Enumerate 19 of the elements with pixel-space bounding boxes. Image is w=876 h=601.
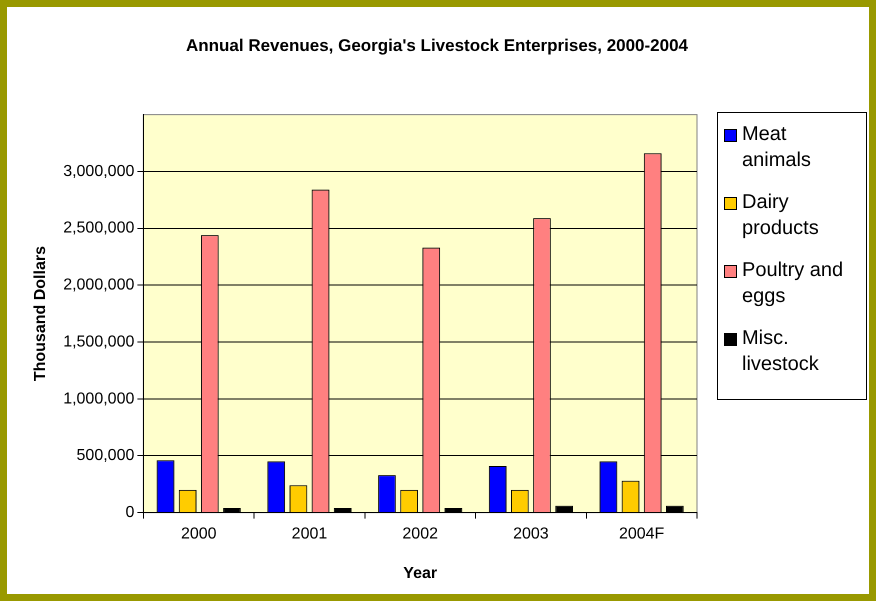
x-tick-label: 2000 <box>180 526 217 543</box>
legend-label: Poultry and eggs <box>742 258 844 309</box>
y-tick-label: 3,000,000 <box>63 162 134 180</box>
y-tick-label: 2,000,000 <box>63 276 134 294</box>
legend-label: Misc. livestock <box>742 326 820 377</box>
y-tick-label: 1,000,000 <box>63 390 134 408</box>
legend-label: Dairy products <box>742 190 820 241</box>
chart-title: Annual Revenues, Georgia's Livestock Enterprises, 2000-2004 <box>185 35 689 57</box>
y-tick-label: 0 <box>125 504 134 522</box>
x-tick-label: 2001 <box>292 526 328 543</box>
x-axis-title: Year <box>403 564 438 582</box>
x-tick-label: 2004F <box>618 526 665 543</box>
x-tick-label: 2002 <box>402 526 438 543</box>
legend-label: Meat animals <box>742 122 812 173</box>
x-tick-label: 2003 <box>513 526 549 543</box>
y-tick-label: 1,500,000 <box>63 333 134 350</box>
y-tick-label: 2,500,000 <box>63 220 134 237</box>
y-tick-label: 500,000 <box>76 447 134 464</box>
y-axis-title: Thousand Dollars <box>32 246 50 382</box>
